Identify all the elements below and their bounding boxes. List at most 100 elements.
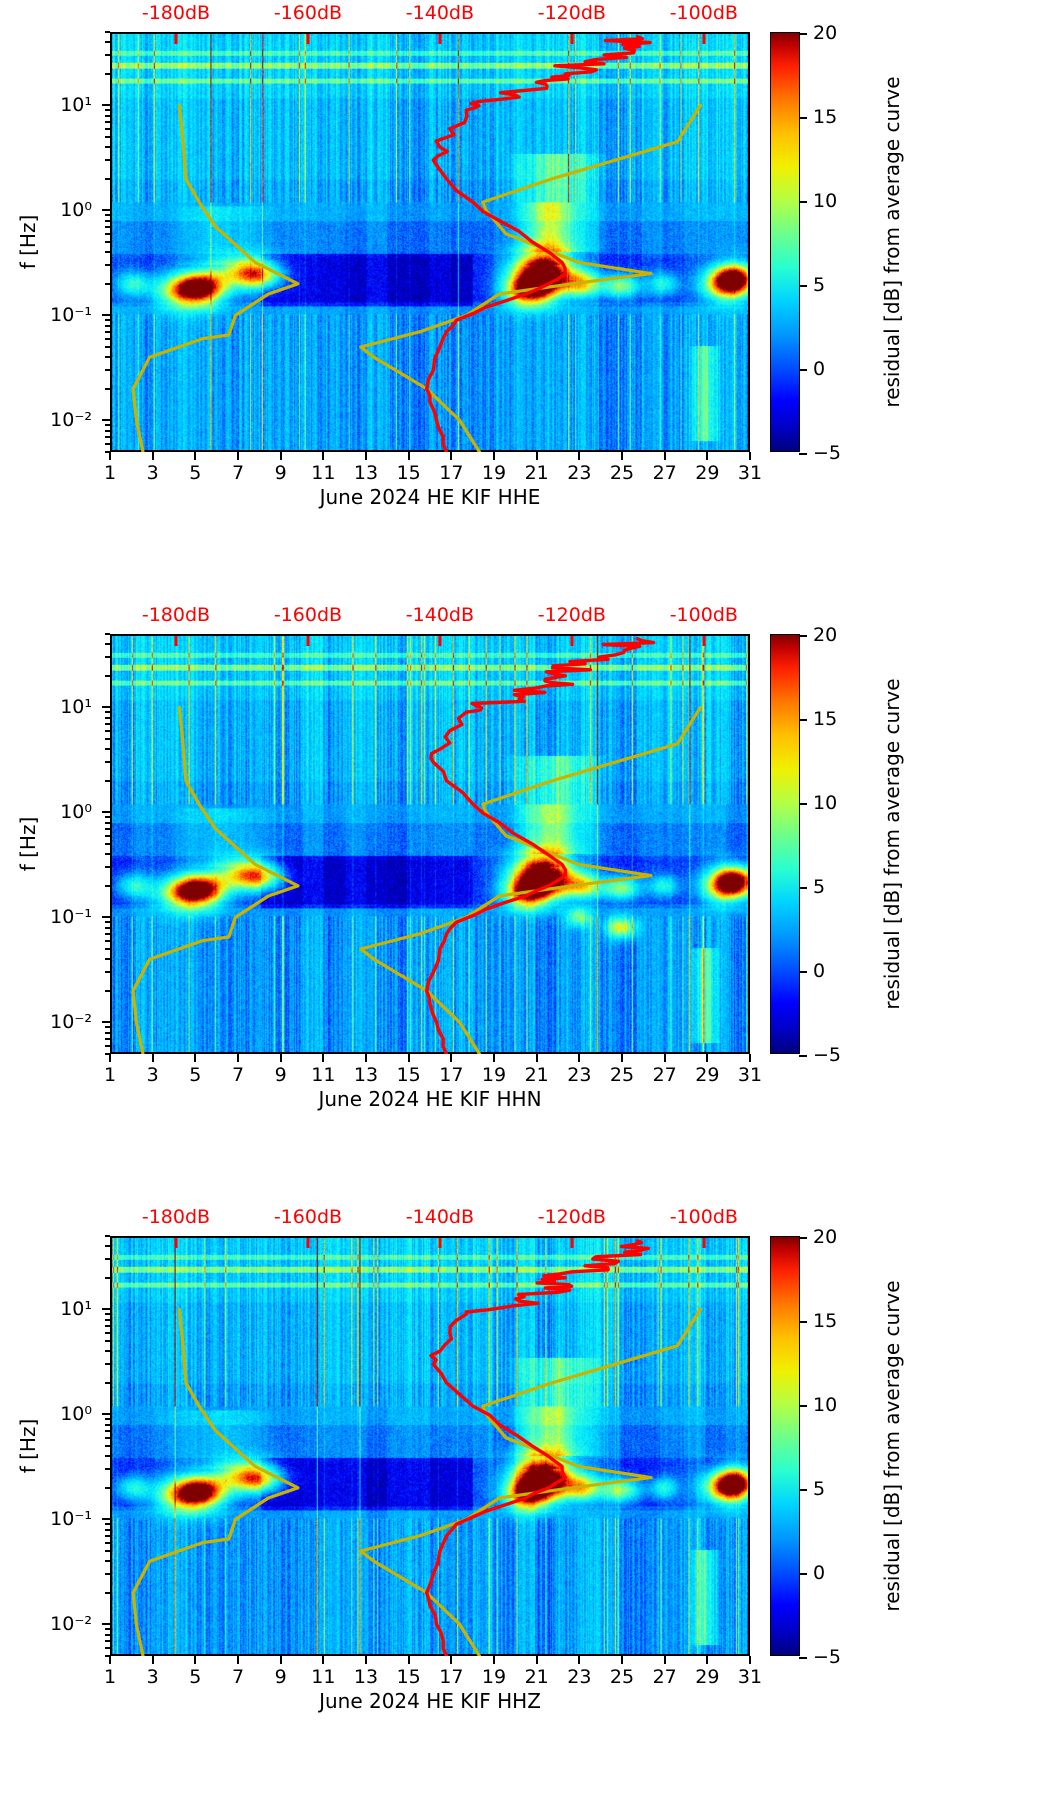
y-axis-minor-tick (105, 1331, 110, 1334)
x-axis-tick-mark (151, 1054, 154, 1062)
colorbar-tick-label: 20 (799, 624, 837, 646)
x-axis-tick-mark (621, 1656, 623, 1664)
y-axis-tick-label: 10¹ (60, 94, 92, 117)
top-db-tick-label: -160dB (273, 2, 343, 24)
x-axis-tick-mark (749, 452, 751, 460)
panel-hhz: -180dB -160dB -140dB -120dB -100dB 10⁻² 10⁻¹ 1… (0, 1204, 1052, 1806)
x-axis-tick-label: 31 (737, 462, 763, 484)
top-db-tick-label: -100dB (669, 2, 738, 24)
top-db-tick-label: -180dB (141, 2, 211, 24)
y-axis-minor-tick (105, 1324, 110, 1327)
top-db-tick-label: -180dB (141, 604, 211, 626)
colorbar-tick-label: 15 (799, 708, 837, 730)
top-db-tick-mark (702, 34, 706, 44)
top-db-tick-mark (438, 636, 442, 646)
x-axis-tick-label: 11 (311, 462, 336, 484)
x-axis-tick-mark (109, 1656, 111, 1664)
y-axis-minor-tick (105, 429, 110, 432)
spectrogram-canvas-3 (112, 1238, 748, 1654)
top-db-tick-mark (570, 1238, 574, 1248)
x-axis-tick-label: 3 (146, 1666, 159, 1688)
x-axis-tick-label: 15 (396, 462, 421, 484)
x-axis-tick-mark (151, 452, 154, 460)
y-axis-minor-tick (105, 1276, 110, 1279)
top-db-tick-mark (174, 34, 178, 44)
spectrogram-plot-1[interactable] (110, 32, 750, 452)
x-axis-tick-mark (194, 1054, 197, 1062)
y-axis-label-1: f [Hz] (16, 214, 40, 270)
x-axis-tick-label: 17 (439, 462, 464, 484)
y-axis-minor-tick (105, 1026, 110, 1029)
x-axis-tick-mark (621, 1054, 623, 1062)
y-axis-minor-tick (105, 1628, 110, 1631)
y-axis-minor-tick (105, 387, 110, 390)
top-db-tick-label: -140dB (405, 1206, 474, 1228)
y-axis-minor-tick (105, 1591, 110, 1594)
y-axis-minor-tick (105, 424, 110, 427)
colorbar-tick-label: 10 (799, 792, 837, 814)
x-axis-tick-mark (663, 1054, 666, 1062)
x-axis-tick-mark (663, 452, 666, 460)
y-axis-minor-tick (105, 748, 110, 751)
panel-hhe: -180dB -160dB -140dB -120dB -100dB 10⁻² 10⁻¹ 1… (0, 0, 1052, 602)
x-axis-tick-label: 3 (146, 462, 159, 484)
y-axis-minor-tick (105, 225, 110, 228)
x-axis-tick-mark (237, 1054, 239, 1062)
x-axis-tick-mark (407, 1054, 410, 1062)
y-axis-minor-tick (105, 921, 110, 924)
y-axis-tick-label: 10⁻² (50, 1011, 92, 1034)
x-axis-tick-mark (493, 452, 495, 460)
x-axis-tick-mark (407, 452, 410, 460)
y-axis-minor-tick (105, 958, 110, 961)
y-axis-minor-tick (105, 146, 110, 149)
y-axis-label-3: f [Hz] (16, 1418, 40, 1474)
colorbar-tick-label: 5 (799, 876, 825, 898)
x-axis-tick-label: 25 (609, 1666, 635, 1688)
x-axis-tick-label: 23 (567, 1064, 592, 1086)
y-axis-minor-tick (105, 939, 110, 942)
x-axis-tick-mark (578, 1054, 581, 1062)
y-axis-major-tick (102, 1623, 110, 1626)
x-axis-tick-mark (365, 452, 367, 460)
y-axis-minor-tick (105, 232, 110, 235)
top-db-tick-mark (570, 636, 574, 646)
x-axis-tick-label: 1 (103, 1064, 117, 1086)
y-axis-minor-tick (105, 989, 110, 992)
y-axis-minor-tick (105, 1350, 110, 1353)
colorbar-tick-label: −5 (799, 442, 841, 464)
x-axis-tick-label: 13 (353, 1064, 379, 1086)
x-axis-tick-mark (663, 1656, 666, 1664)
x-axis-tick-label: 23 (567, 462, 592, 484)
y-axis-minor-tick (105, 821, 110, 824)
colorbar-tick-label: 5 (799, 274, 825, 296)
y-axis-major-tick (102, 706, 110, 709)
top-db-axis-2: -180dB -160dB -140dB -120dB -100dB (110, 602, 750, 646)
colorbar-tick-label: 5 (799, 1478, 825, 1500)
top-db-axis-3: -180dB -160dB -140dB -120dB -100dB (110, 1204, 750, 1248)
y-axis-tick-label: 10⁻¹ (50, 1508, 92, 1531)
y-axis-minor-tick (105, 356, 110, 359)
y-axis-minor-tick (105, 1044, 110, 1047)
y-axis-minor-tick (105, 643, 110, 646)
y-axis-minor-tick (105, 738, 110, 740)
y-axis-minor-tick (105, 41, 110, 44)
y-axis-tick-label: 10⁻² (50, 1613, 92, 1636)
spectrogram-plot-3[interactable] (110, 1236, 750, 1656)
x-axis-tick-mark (279, 1054, 282, 1062)
y-axis-major-tick (102, 1308, 110, 1311)
spectrogram-image-1 (112, 34, 748, 450)
top-db-tick-label: -160dB (273, 604, 343, 626)
x-axis-tick-label: 5 (189, 462, 202, 484)
y-axis-minor-tick (105, 136, 110, 138)
x-axis-tick-label: 19 (481, 1064, 507, 1086)
y-axis-minor-tick (105, 1031, 110, 1034)
y-axis-minor-tick (105, 1633, 110, 1636)
spectrogram-plot-2[interactable] (110, 634, 750, 1054)
y-axis-minor-tick (105, 72, 110, 75)
x-axis-tick-mark (279, 452, 282, 460)
x-axis-tick-label: 25 (609, 1064, 635, 1086)
colorbar-tick-label: 15 (799, 106, 837, 128)
y-axis-minor-tick (105, 319, 110, 322)
y-axis-minor-tick (105, 282, 110, 285)
x-axis-tick-label: 21 (524, 1666, 549, 1688)
